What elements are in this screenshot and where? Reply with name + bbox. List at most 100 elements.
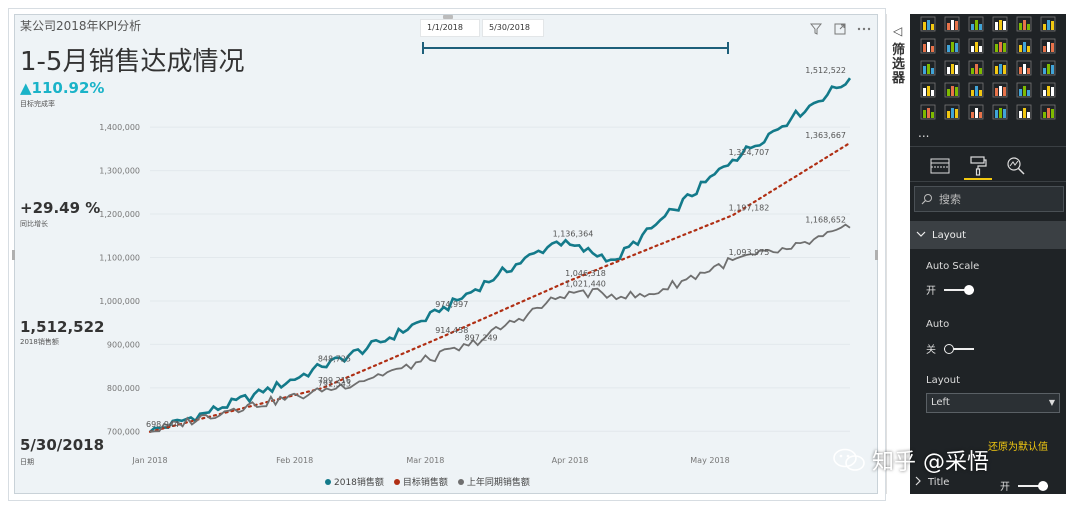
line-chart-icon[interactable]: [920, 38, 936, 54]
funnel-icon[interactable]: [944, 82, 960, 98]
matrix-icon[interactable]: [968, 104, 984, 120]
expand-arrow-icon[interactable]: ◁: [893, 24, 903, 38]
watermark: 知乎 @采悟: [832, 444, 989, 476]
stacked-area-icon[interactable]: [968, 38, 984, 54]
title-section-header[interactable]: Title: [914, 472, 1064, 492]
title-state: 开: [1000, 482, 1010, 493]
report-canvas: 某公司2018年KPI分析 1-5月销售达成情况 ▲110.92% 目标完成率 …: [14, 14, 878, 494]
slicer-icon[interactable]: [920, 104, 936, 120]
y-tick-label: 700,000: [107, 427, 140, 436]
analytics-icon[interactable]: [1002, 153, 1030, 179]
donut-chart-icon[interactable]: [992, 60, 1008, 76]
format-paint-icon[interactable]: [964, 153, 992, 179]
layout-section-label: Layout: [932, 229, 966, 241]
stacked-column-icon[interactable]: [944, 16, 960, 32]
line-column-icon[interactable]: [992, 38, 1008, 54]
map-icon[interactable]: [1040, 60, 1056, 76]
x-tick-label: Apr 2018: [552, 456, 589, 465]
kpi-sales-2018-value: 1,512,522: [20, 318, 105, 336]
report-subtitle: 某公司2018年KPI分析: [20, 19, 142, 33]
search-icon: [921, 194, 932, 205]
data-label: 1,021,440: [565, 280, 606, 289]
clustered-column-icon[interactable]: [992, 16, 1008, 32]
card-icon[interactable]: [992, 82, 1008, 98]
table-icon[interactable]: [944, 104, 960, 120]
data-label: 799,216: [318, 376, 351, 385]
title-toggle[interactable]: [1018, 480, 1048, 491]
waterfall-icon[interactable]: [920, 60, 936, 76]
chart-gridlines: [150, 126, 850, 432]
chevron-down-icon: [916, 230, 926, 241]
search-input[interactable]: 搜索: [914, 186, 1064, 212]
series-line[interactable]: [149, 77, 852, 433]
legend-label: 2018销售额: [334, 478, 384, 488]
kpi-target-completion-label: 目标完成率: [20, 100, 55, 108]
100-bar-icon[interactable]: [1016, 16, 1032, 32]
multi-card-icon[interactable]: [1016, 82, 1032, 98]
fields-tab-icon[interactable]: [926, 153, 954, 179]
date-slicer-start[interactable]: 1/1/2018: [420, 19, 480, 37]
y-tick-label: 1,000,000: [99, 297, 140, 306]
toggle-track: [1018, 484, 1048, 487]
gauge-icon[interactable]: [968, 82, 984, 98]
legend-item-target-sales[interactable]: 目标销售额: [393, 475, 448, 488]
slicer-drag-grip[interactable]: [443, 15, 453, 19]
chart-y-axis: 700,000 800,000 900,000 1,000,000 1,100,000 1…: [99, 123, 140, 436]
data-label: 1,136,364: [553, 230, 594, 239]
data-label: 897,249: [465, 334, 498, 343]
kpi-icon[interactable]: [1040, 82, 1056, 98]
data-label: 1,168,652: [805, 216, 846, 225]
ribbon-chart-icon[interactable]: [1040, 38, 1056, 54]
reset-to-default-link[interactable]: 还原为默认值: [988, 442, 1048, 453]
more-visuals-button[interactable]: ...: [918, 126, 930, 140]
clustered-bar-icon[interactable]: [968, 16, 984, 32]
pie-chart-icon[interactable]: [968, 60, 984, 76]
more-options-icon[interactable]: [855, 21, 873, 37]
kpi-sales-2018-label: 2018销售额: [20, 338, 59, 346]
kpi-yoy-growth-label: 同比增长: [20, 220, 48, 228]
line-chart: 700,000 800,000 900,000 1,000,000 1,100,000 1…: [99, 42, 852, 465]
date-slicer-end[interactable]: 5/30/2018: [482, 19, 544, 37]
area-chart-icon[interactable]: [944, 38, 960, 54]
line-clustered-icon[interactable]: [1016, 38, 1032, 54]
layout-select[interactable]: Left ▼: [926, 393, 1060, 413]
series-line[interactable]: [149, 223, 851, 433]
title-toggle-row[interactable]: 开: [1000, 478, 1048, 493]
filters-pane-label[interactable]: 筛选器: [892, 43, 906, 86]
data-label: 974,997: [435, 300, 468, 309]
legend-item-2018-sales[interactable]: 2018销售额: [325, 475, 384, 488]
100-column-icon[interactable]: [1040, 16, 1056, 32]
chart-data-labels: 698,944 848,725 974,997 1,136,364 1,324,707 1…: [146, 66, 846, 429]
scatter-icon[interactable]: [944, 60, 960, 76]
filled-map-icon[interactable]: [920, 82, 936, 98]
layout-select-value: Left: [931, 397, 950, 408]
layout-section-header[interactable]: Layout: [910, 221, 1066, 249]
auto-toggle-row[interactable]: 关: [926, 341, 974, 356]
legend-item-last-year-sales[interactable]: 上年同期销售额: [457, 475, 530, 488]
toggle-track: [944, 288, 974, 291]
filters-pane-collapsed[interactable]: ◁ 筛选器: [886, 14, 910, 494]
r-visual-icon[interactable]: [992, 104, 1008, 120]
visual-resize-handle[interactable]: [875, 250, 878, 260]
visual-resize-handle[interactable]: [12, 250, 15, 260]
series-line[interactable]: [148, 141, 852, 433]
globe-icon[interactable]: [1016, 104, 1032, 120]
auto-scale-toggle[interactable]: [944, 284, 974, 295]
auto-scale-label: Auto Scale: [926, 261, 980, 272]
auto-scale-toggle-row[interactable]: 开: [926, 282, 974, 297]
focus-mode-icon[interactable]: [831, 21, 849, 37]
auto-toggle[interactable]: [944, 343, 974, 354]
data-label: 914,458: [435, 326, 468, 335]
legend-dot: [393, 478, 400, 485]
image-icon[interactable]: [1040, 104, 1056, 120]
pane-tabs: [910, 146, 1066, 182]
toggle-knob: [1038, 480, 1048, 491]
data-label: 1,197,182: [729, 203, 770, 212]
treemap-icon[interactable]: [1016, 60, 1032, 76]
stacked-bar-icon[interactable]: [920, 16, 936, 32]
visualization-gallery: [914, 14, 1064, 140]
legend-label: 上年同期销售额: [466, 478, 530, 488]
filter-icon[interactable]: [807, 21, 825, 37]
y-tick-label: 1,100,000: [99, 254, 140, 263]
